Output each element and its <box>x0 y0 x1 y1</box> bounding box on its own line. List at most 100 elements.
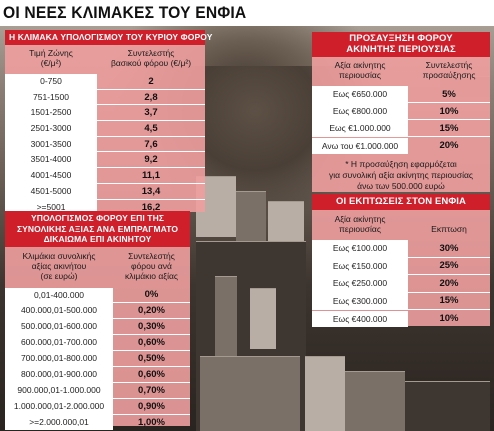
table-row: Εως €300.000 15% <box>312 292 490 310</box>
col-header-line: Εκπτωση <box>431 224 467 234</box>
table-row: Εως €650.000 5% <box>312 86 490 103</box>
rate-cell: 0,50% <box>138 353 165 364</box>
table-row: Εως €250.000 20% <box>312 275 490 293</box>
discounts-title: ΟΙ ΕΚΠΤΩΣΕΙΣ ΣΤΟΝ ΕΝΦΙΑ <box>312 194 490 210</box>
table-row: 4001-4500 11,1 <box>5 168 205 184</box>
table-row: >=2.000.000,01 1,00% <box>5 415 190 431</box>
value-range-cell: 1.000.000,01-2.000.000 <box>5 398 113 414</box>
rate-cell: 13,4 <box>141 185 161 197</box>
title-line: ΔΙΚΑΙΩΜΑ ΕΠΙ ΑΚΙΝΗΤΟΥ <box>43 234 152 244</box>
value-range-cell: 900.000,01-1.000.000 <box>5 382 113 398</box>
rate-cell: 0,60% <box>138 337 165 349</box>
note-line: για συνολική αξία ακίνητης περιουσίας <box>329 170 473 180</box>
col-header-line: (€/μ²) <box>40 58 62 68</box>
building-shape <box>215 276 237 357</box>
main-tax-panel: Η ΚΛΙΜΑΚΑ ΥΠΟΛΟΓΙΣΜΟΥ ΤΟΥ ΚΥΡΙΟΥ ΦΟΡΟΥ Τ… <box>5 30 212 215</box>
legal-entities-header: Κλιμάκια συνολικής αξίας ακινήτου (σε ευ… <box>5 247 190 288</box>
main-tax-title: Η ΚΛΙΜΑΚΑ ΥΠΟΛΟΓΙΣΜΟΥ ΤΟΥ ΚΥΡΙΟΥ ΦΟΡΟΥ <box>5 30 212 45</box>
supplementary-note: * Η προσαύξηση εφαρμόζεται για συνολική … <box>312 154 490 192</box>
table-row: 600.000,01-700.000 0,60% <box>5 335 190 352</box>
table-row: 3501-4000 9,2 <box>5 152 205 169</box>
rate-cell: 10% <box>439 313 459 325</box>
table-row: Εως €1.000.000 15% <box>312 120 490 137</box>
value-range-cell: 0,01-400.000 <box>5 287 113 303</box>
value-range-cell: >=2.000.000,01 <box>5 415 113 431</box>
table-row: 400.000,01-500.000 0,20% <box>5 303 190 320</box>
rate-cell: 4,5 <box>144 122 158 134</box>
rate-cell: 0,20% <box>138 305 165 317</box>
note-line: άνω των 500.000 ευρώ <box>357 181 445 191</box>
rate-cell: 25% <box>439 260 459 272</box>
col-header-line: προσαύξησης <box>422 70 476 80</box>
value-range-cell: Εως €300.000 <box>312 292 408 309</box>
col-header-line: περιουσίας <box>339 70 381 80</box>
value-range-cell: Εως €650.000 <box>312 86 408 102</box>
value-range-cell: Ανω του €1.000.000 <box>312 137 408 154</box>
table-row: 1.000.000,01-2.000.000 0,90% <box>5 398 190 415</box>
discounts-header: Αξία ακίνητης περιουσίας Εκπτωση <box>312 210 490 240</box>
col-header-line: (σε ευρώ) <box>40 270 78 281</box>
building-shape <box>250 288 276 349</box>
value-range-cell: 700.000,01-800.000 <box>5 351 113 366</box>
table-row: 2501-3000 4,5 <box>5 121 205 137</box>
table-row: 751-1500 2,8 <box>5 89 205 106</box>
col-header-line: αξίας ακινήτου <box>31 260 87 271</box>
rate-cell: 15% <box>439 295 459 307</box>
col-header-line: φόρου ανά <box>131 260 172 271</box>
rate-cell: 3,7 <box>144 107 158 119</box>
rate-cell: 11,1 <box>142 169 160 181</box>
building-shape <box>200 356 300 431</box>
rate-cell: 0,90% <box>138 400 165 412</box>
table-row: Εως €800.000 10% <box>312 103 490 120</box>
rate-cell: 0,70% <box>138 384 165 396</box>
col-header-line: Συντελεστής <box>127 48 175 58</box>
legal-entities-title: ΥΠΟΛΟΓΙΣΜΟΣ ΦΟΡΟΥ ΕΠΙ ΤΗΣ ΣΥΝΟΛΙΚΗΣ ΑΞΙΑ… <box>5 211 190 247</box>
building-shape <box>345 371 405 431</box>
supplementary-header: Αξία ακίνητης περιουσίας Συντελεστής προ… <box>312 57 490 86</box>
rate-cell: 0,60% <box>138 368 165 380</box>
title-line: ΥΠΟΛΟΓΙΣΜΟΣ ΦΟΡΟΥ ΕΠΙ ΤΗΣ <box>30 213 165 223</box>
value-range-cell: 600.000,01-700.000 <box>5 335 113 351</box>
col-header-line: Αξία ακίνητης <box>334 214 386 224</box>
value-range-cell: 3501-4000 <box>5 152 97 168</box>
value-range-cell: 400.000,01-500.000 <box>5 303 113 319</box>
title-line: ΑΚΙΝΗΤΗΣ ΠΕΡΙΟΥΣΙΑΣ <box>346 43 456 55</box>
legal-entities-panel: ΥΠΟΛΟΓΙΣΜΟΣ ΦΟΡΟΥ ΕΠΙ ΤΗΣ ΣΥΝΟΛΙΚΗΣ ΑΞΙΑ… <box>5 211 190 431</box>
table-row: 500.000,01-600.000 0,30% <box>5 319 190 336</box>
table-row: Εως €150.000 25% <box>312 257 490 275</box>
supplementary-rows: Εως €650.000 5% Εως €800.000 10% Εως €1.000.… <box>312 86 490 154</box>
rate-cell: 30% <box>439 242 459 254</box>
rate-cell: 0,30% <box>138 321 165 333</box>
main-tax-rows: 0-750 2 751-1500 2,8 1501-2500 3,7 2501-3000 4,… <box>5 74 205 215</box>
value-range-cell: Εως €250.000 <box>312 275 408 292</box>
col-header-line: Κλιμάκια συνολικής <box>22 250 96 261</box>
col-header-line: Τιμή Ζώνης <box>29 48 73 58</box>
table-row: 700.000,01-800.000 0,50% <box>5 351 190 367</box>
rate-cell: 2 <box>148 75 154 87</box>
value-range-cell: 2501-3000 <box>5 121 97 136</box>
discounts-rows: Εως €100.000 30% Εως €150.000 25% Εως €250.0… <box>312 240 490 328</box>
col-header-line: Συντελεστής <box>425 60 473 70</box>
discounts-panel: ΟΙ ΕΚΠΤΩΣΕΙΣ ΣΤΟΝ ΕΝΦΙΑ Αξία ακίνητης πε… <box>312 194 490 328</box>
rate-cell: 2,8 <box>144 91 158 103</box>
value-range-cell: 4501-5000 <box>5 183 97 199</box>
table-row: 4501-5000 13,4 <box>5 183 205 200</box>
col-header-line: περιουσίας <box>339 224 381 234</box>
table-row: 800.000,01-900.000 0,60% <box>5 366 190 383</box>
rate-cell: 9,2 <box>144 154 158 166</box>
table-row: Εως €100.000 30% <box>312 240 490 258</box>
table-row: 0-750 2 <box>5 74 205 90</box>
table-row: 900.000,01-1.000.000 0,70% <box>5 382 190 399</box>
supplementary-title: ΠΡΟΣΑΥΞΗΣΗ ΦΟΡΟΥ ΑΚΙΝΗΤΗΣ ΠΕΡΙΟΥΣΙΑΣ <box>312 32 490 57</box>
legal-entities-rows: 0,01-400.000 0% 400.000,01-500.000 0,20% 500… <box>5 287 190 431</box>
rate-cell: 5% <box>442 88 456 100</box>
value-range-cell: 3001-3500 <box>5 136 97 152</box>
building-shape <box>305 356 345 431</box>
value-range-cell: 1501-2500 <box>5 105 97 121</box>
col-header-line: βασικού φόρου (€/μ²) <box>110 58 192 68</box>
rate-cell: 0% <box>144 289 159 301</box>
table-row: Εως €400.000 10% <box>312 310 490 328</box>
rate-cell: 1,00% <box>138 417 165 429</box>
col-header-line: κλιμάκιο αξίας <box>124 270 179 281</box>
